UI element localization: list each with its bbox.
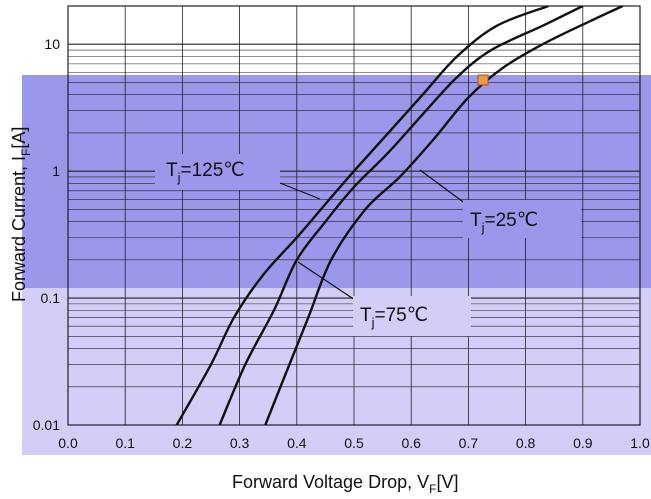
- annotation-125-label: Tj=125℃: [166, 160, 245, 185]
- marker-glyph: [477, 74, 489, 86]
- x-tick-label: 0.4: [287, 435, 307, 451]
- y-axis-title-unit: [A]: [9, 127, 29, 149]
- y-tick-label: 1: [52, 163, 60, 179]
- y-tick-label: 10: [44, 36, 60, 52]
- x-tick-label: 0.2: [173, 435, 193, 451]
- band-lower: [22, 288, 651, 455]
- y-axis-title-sub: F: [19, 149, 33, 156]
- y-tick-labels: 0.01 0.1 1 10: [33, 36, 60, 433]
- y-axis-title-main: Forward Current, I: [9, 156, 29, 302]
- x-axis-title-unit: [V]: [436, 472, 458, 492]
- x-tick-label: 0.6: [401, 435, 421, 451]
- y-axis-title: Forward Current, IF[A]: [9, 127, 33, 302]
- x-tick-label: 0.8: [516, 435, 536, 451]
- x-tick-labels: 0.0 0.1 0.2 0.3 0.4 0.5 0.6 0.7 0.8 0.9 1.0: [58, 435, 650, 451]
- x-tick-label: 0.9: [573, 435, 593, 451]
- series-line-2: [264, 6, 624, 425]
- series-line-1: [218, 6, 584, 425]
- annotation-25-label: Tj=25℃: [470, 210, 538, 235]
- x-tick-label: 0.0: [58, 435, 78, 451]
- annotation-125-leader: [279, 182, 321, 200]
- annotation-25-leader: [419, 169, 471, 208]
- x-tick-label: 1.0: [630, 435, 650, 451]
- annotation-75-leader: [297, 261, 359, 303]
- annotation-75-box: [353, 296, 471, 336]
- curves: [175, 6, 624, 425]
- band-upper: [22, 75, 651, 288]
- x-tick-label: 0.3: [230, 435, 250, 451]
- series-line-0: [175, 6, 549, 425]
- y-tick-label: 0.01: [33, 417, 60, 433]
- x-axis-title: Forward Voltage Drop, VF[V]: [232, 472, 458, 496]
- x-axis-title-main: Forward Voltage Drop, V: [232, 472, 429, 492]
- annotation-75-label: Tj=75℃: [360, 305, 428, 330]
- x-tick-label: 0.1: [115, 435, 135, 451]
- annotation-25-box: [463, 200, 581, 238]
- y-tick-label: 0.1: [41, 290, 61, 306]
- x-tick-label: 0.7: [459, 435, 479, 451]
- annotation-125-box: [155, 154, 280, 190]
- x-tick-label: 0.5: [344, 435, 364, 451]
- plot-frame: [67, 5, 641, 426]
- x-axis-title-sub: F: [429, 482, 436, 496]
